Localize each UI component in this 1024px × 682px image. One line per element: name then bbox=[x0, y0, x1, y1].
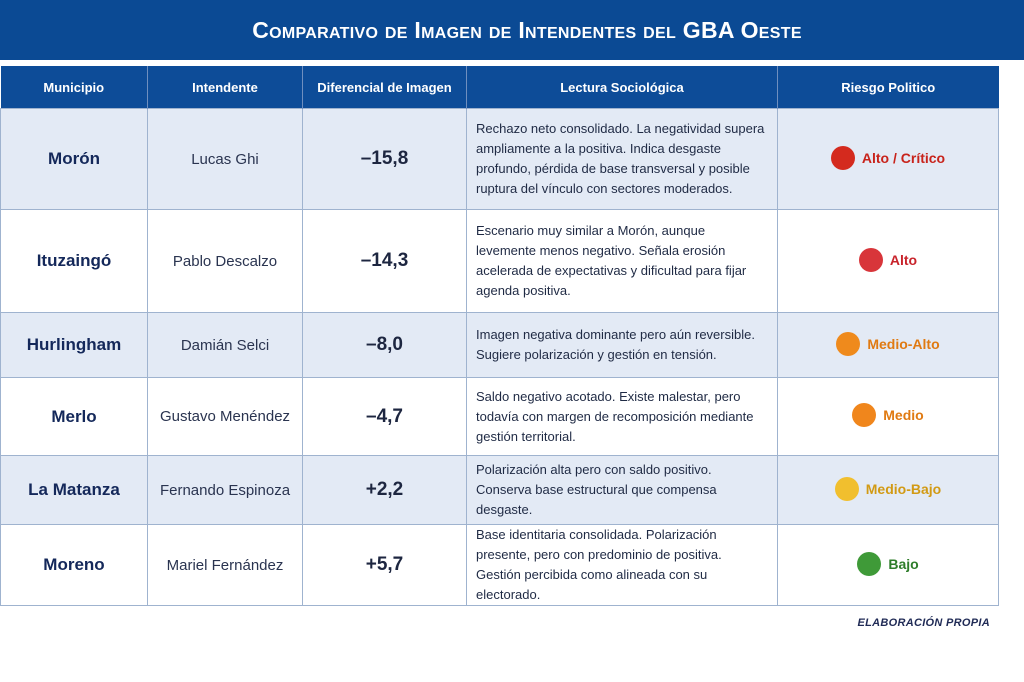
column-header-lectura: Lectura Sociológica bbox=[466, 66, 778, 109]
risk-indicator: Alto bbox=[858, 247, 918, 272]
risk-label: Alto bbox=[889, 251, 918, 268]
intendente-cell: Mariel Fernández bbox=[147, 524, 303, 606]
risk-dot-icon bbox=[857, 551, 882, 576]
lectura-cell: Saldo negativo acotado. Existe malestar,… bbox=[466, 377, 778, 456]
risk-dot-icon bbox=[858, 247, 883, 272]
risk-indicator: Medio-Bajo bbox=[834, 476, 942, 501]
riesgo-cell: Alto bbox=[777, 209, 999, 313]
lectura-cell: Polarización alta pero con saldo positiv… bbox=[466, 455, 778, 525]
risk-dot-icon bbox=[830, 145, 855, 170]
municipio-cell: Ituzaingó bbox=[0, 209, 148, 313]
lectura-cell: Base identitaria consolidada. Polarizaci… bbox=[466, 524, 778, 606]
diferencial-cell: –14,3 bbox=[302, 209, 467, 313]
table-row: Moreno Mariel Fernández +5,7 Base identi… bbox=[0, 524, 999, 606]
title-band: Comparativo de Imagen de Intendentes del… bbox=[0, 0, 1024, 60]
risk-label: Bajo bbox=[888, 555, 919, 572]
intendente-cell: Lucas Ghi bbox=[147, 108, 303, 210]
lectura-cell: Rechazo neto consolidado. La negatividad… bbox=[466, 108, 778, 210]
risk-label: Medio-Bajo bbox=[865, 480, 942, 497]
diferencial-cell: –8,0 bbox=[302, 312, 467, 378]
municipio-cell: Moreno bbox=[0, 524, 148, 606]
column-header-municipio: Municipio bbox=[0, 66, 148, 109]
risk-dot-icon bbox=[834, 476, 859, 501]
riesgo-cell: Medio-Bajo bbox=[777, 455, 999, 525]
table-row: Morón Lucas Ghi –15,8 Rechazo neto conso… bbox=[0, 108, 999, 210]
riesgo-cell: Alto / Crítico bbox=[777, 108, 999, 210]
intendente-cell: Pablo Descalzo bbox=[147, 209, 303, 313]
lectura-cell: Escenario muy similar a Morón, aunque le… bbox=[466, 209, 778, 313]
municipio-cell: Morón bbox=[0, 108, 148, 210]
table-row: Ituzaingó Pablo Descalzo –14,3 Escenario… bbox=[0, 209, 999, 313]
municipio-cell: La Matanza bbox=[0, 455, 148, 525]
risk-dot-icon bbox=[852, 403, 877, 427]
column-header-diferencial: Diferencial de Imagen bbox=[302, 66, 467, 109]
risk-label: Alto / Crítico bbox=[861, 149, 946, 166]
riesgo-cell: Bajo bbox=[777, 524, 999, 606]
column-header-intendente: Intendente bbox=[147, 66, 303, 109]
diferencial-cell: +2,2 bbox=[302, 455, 467, 525]
risk-indicator: Medio-Alto bbox=[836, 331, 940, 356]
risk-indicator: Alto / Crítico bbox=[830, 145, 946, 170]
diferencial-cell: –4,7 bbox=[302, 377, 467, 456]
page-title: Comparativo de Imagen de Intendentes del… bbox=[252, 16, 802, 43]
intendente-cell: Damián Selci bbox=[147, 312, 303, 378]
risk-dot-icon bbox=[836, 331, 861, 356]
lectura-cell: Imagen negativa dominante pero aún rever… bbox=[466, 312, 778, 378]
table-row: Hurlingham Damián Selci –8,0 Imagen nega… bbox=[0, 312, 999, 378]
diferencial-cell: –15,8 bbox=[302, 108, 467, 210]
municipio-cell: Merlo bbox=[0, 377, 148, 456]
risk-label: Medio-Alto bbox=[867, 335, 940, 352]
riesgo-cell: Medio bbox=[777, 377, 999, 456]
table-row: La Matanza Fernando Espinoza +2,2 Polari… bbox=[0, 455, 999, 525]
intendente-cell: Fernando Espinoza bbox=[147, 455, 303, 525]
intendente-cell: Gustavo Menéndez bbox=[147, 377, 303, 456]
risk-indicator: Medio bbox=[852, 403, 924, 427]
table-header-row: Municipio Intendente Diferencial de Imag… bbox=[0, 66, 999, 109]
municipio-cell: Hurlingham bbox=[0, 312, 148, 378]
risk-indicator: Bajo bbox=[857, 551, 919, 576]
column-header-riesgo: Riesgo Politico bbox=[777, 66, 999, 109]
riesgo-cell: Medio-Alto bbox=[777, 312, 999, 378]
comparison-table: Municipio Intendente Diferencial de Imag… bbox=[0, 66, 999, 606]
source-note: ELABORACIÓN PROPIA bbox=[857, 617, 990, 629]
table-row: Merlo Gustavo Menéndez –4,7 Saldo negati… bbox=[0, 377, 999, 456]
risk-label: Medio bbox=[883, 407, 924, 423]
diferencial-cell: +5,7 bbox=[302, 524, 467, 606]
